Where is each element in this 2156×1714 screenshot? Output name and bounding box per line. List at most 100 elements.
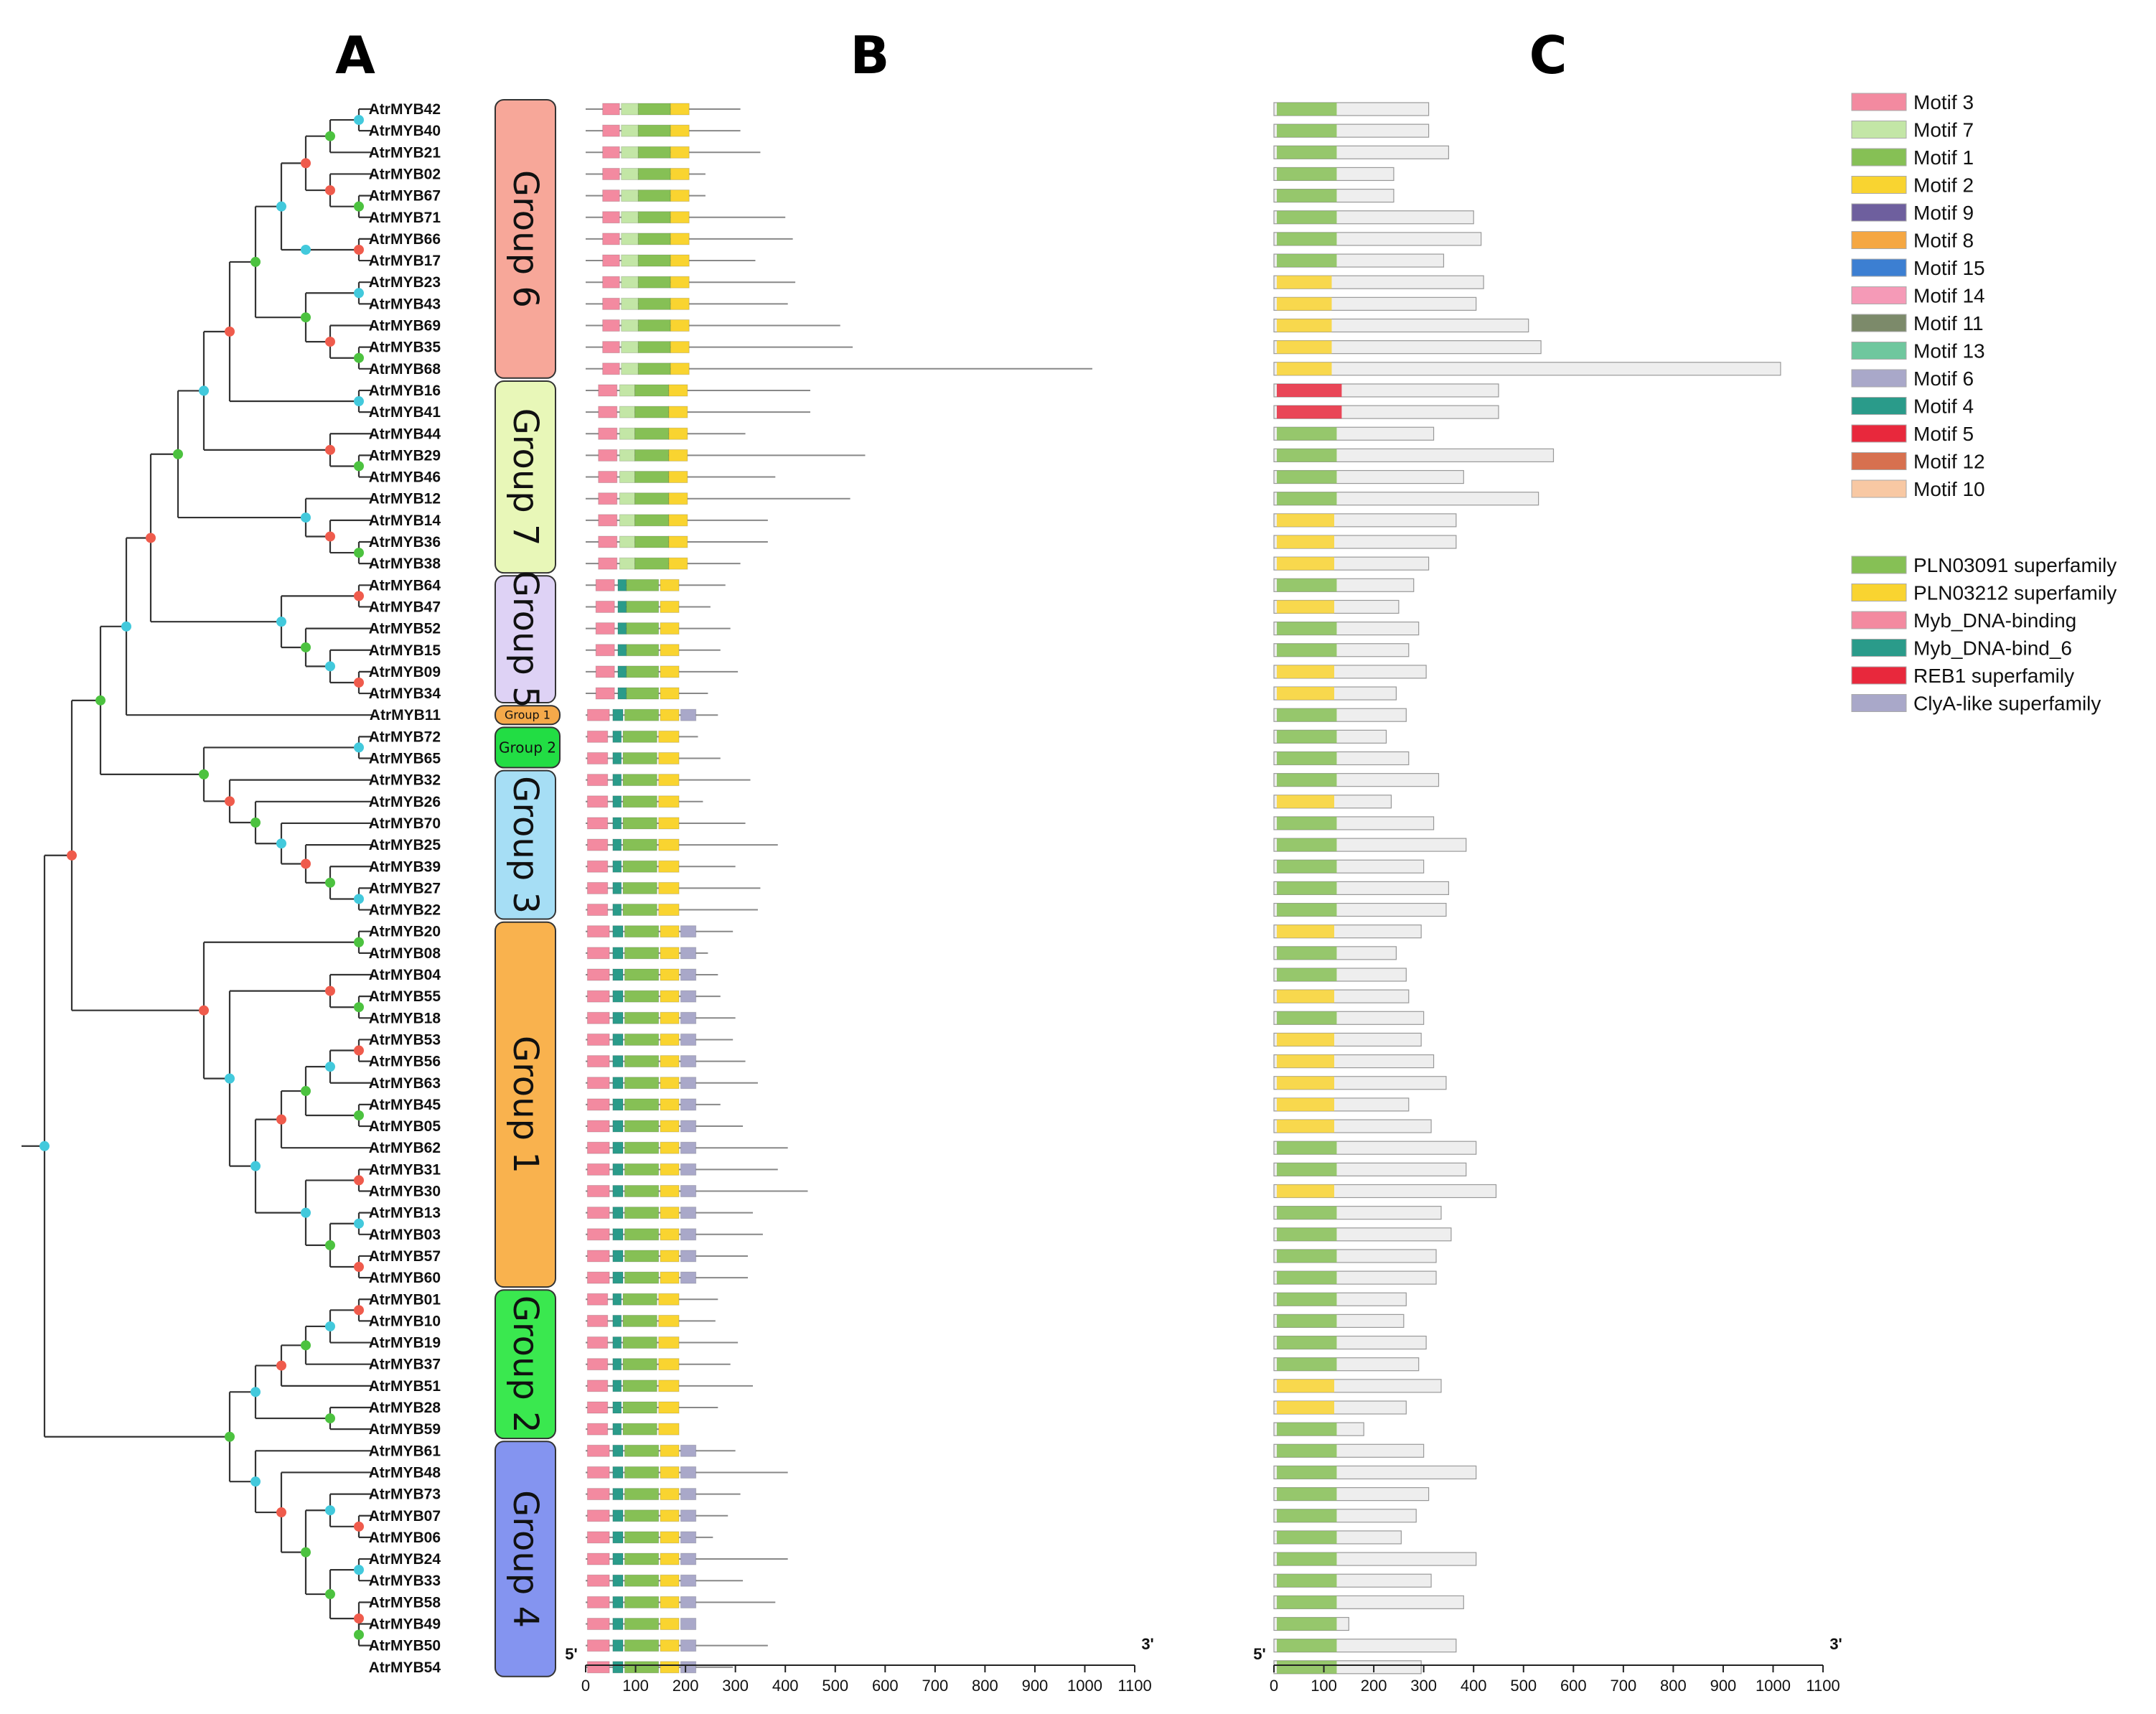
motif-box <box>612 838 622 851</box>
domain-box <box>1277 124 1337 138</box>
motif-box <box>634 535 670 548</box>
bootstrap-node <box>325 661 335 672</box>
motif-box <box>612 1488 624 1501</box>
motif-box <box>680 1077 697 1090</box>
gene-label: AtrMYB70 <box>369 815 441 832</box>
motif-box <box>612 1531 624 1544</box>
motif-box <box>586 904 609 917</box>
motif-box <box>622 1380 657 1392</box>
legend-label: Motif 12 <box>1913 451 1985 473</box>
motif-box <box>680 1509 697 1522</box>
legend-swatch <box>1851 369 1907 388</box>
bootstrap-node <box>354 677 364 688</box>
domain-box <box>1277 795 1334 808</box>
motif-box <box>626 665 660 678</box>
domain-box <box>1277 1227 1337 1241</box>
motif-box <box>637 124 671 137</box>
motif-box <box>612 1466 624 1479</box>
legend-label: Motif 9 <box>1913 202 1974 224</box>
gene-label: AtrMYB30 <box>369 1184 441 1200</box>
motif-box <box>586 1185 610 1197</box>
motif-box <box>668 557 688 570</box>
motif-box <box>586 947 610 960</box>
legend-swatch <box>1851 231 1907 249</box>
motif-box <box>626 622 660 635</box>
group-box <box>495 380 556 574</box>
axis-tick-label: 600 <box>872 1677 899 1695</box>
bootstrap-node <box>39 1141 50 1151</box>
motif-box <box>658 1314 680 1327</box>
domain-box <box>1277 513 1334 527</box>
group-label: Group 2 <box>499 739 556 756</box>
motif-box <box>612 1033 624 1046</box>
legend-label: Myb_DNA-bind_6 <box>1913 637 2072 660</box>
domain-box <box>1277 1423 1337 1436</box>
legend-swatch <box>1851 424 1907 443</box>
motif-box <box>612 1293 622 1306</box>
motif-box <box>637 189 671 202</box>
motif-box <box>612 1098 624 1111</box>
gene-label: AtrMYB22 <box>369 902 441 919</box>
motif-box <box>622 1314 657 1327</box>
motif-box <box>612 1271 624 1284</box>
motif-box <box>624 1120 660 1133</box>
domain-box <box>1277 427 1337 441</box>
legend-swatch <box>1851 148 1907 167</box>
gene-label: AtrMYB43 <box>369 296 441 312</box>
motif-box <box>624 1661 660 1674</box>
motif-box <box>660 990 680 1003</box>
gene-label: AtrMYB06 <box>369 1530 441 1546</box>
motif-box <box>624 1141 660 1154</box>
motif-box <box>680 1250 697 1263</box>
bootstrap-node <box>354 1045 364 1056</box>
motif-box <box>602 103 620 116</box>
axis-tick-label: 400 <box>772 1677 799 1695</box>
gene-label: AtrMYB21 <box>369 144 441 161</box>
motif-box <box>612 774 622 787</box>
motif-box <box>660 1250 680 1263</box>
domain-box <box>1277 579 1337 592</box>
gene-label: AtrMYB50 <box>369 1638 441 1654</box>
bootstrap-node <box>250 1387 261 1397</box>
motif-box <box>660 1207 680 1219</box>
motif-box <box>658 1380 680 1392</box>
domain-box <box>1277 1530 1337 1544</box>
legend-swatch <box>1851 286 1907 304</box>
motif-box <box>602 319 620 332</box>
gene-label: AtrMYB47 <box>369 599 441 615</box>
motif-box <box>658 730 680 743</box>
bootstrap-node <box>325 1240 335 1250</box>
gene-label: AtrMYB62 <box>369 1140 441 1156</box>
motif-box <box>598 471 618 484</box>
motif-box <box>586 1380 609 1392</box>
gene-label: AtrMYB72 <box>369 729 441 745</box>
legend-label: Motif 8 <box>1913 230 1974 252</box>
motif-box <box>660 1141 680 1154</box>
domain-box <box>1277 1011 1337 1025</box>
bootstrap-node <box>276 201 286 212</box>
motif-box <box>660 622 680 635</box>
motif-box <box>595 665 615 678</box>
motif-box <box>624 1618 660 1630</box>
motif-box <box>612 1250 624 1263</box>
gene-label: AtrMYB66 <box>369 231 441 248</box>
motif-box <box>624 1185 660 1197</box>
motif-box <box>612 1423 622 1436</box>
gene-label: AtrMYB34 <box>369 685 441 702</box>
domain-box <box>1277 276 1332 289</box>
group-box <box>495 769 556 920</box>
bootstrap-node <box>354 1218 364 1229</box>
motif-box <box>624 1488 660 1501</box>
gene-label: AtrMYB61 <box>369 1443 441 1459</box>
motif-box <box>622 904 657 917</box>
legend-swatch <box>1851 666 1907 685</box>
legend-swatch <box>1851 176 1907 194</box>
motif-box <box>586 1033 610 1046</box>
motif-box <box>612 860 622 873</box>
gene-label: AtrMYB54 <box>369 1659 441 1676</box>
domain-box <box>1277 773 1337 787</box>
domain-box <box>1277 1487 1337 1501</box>
motif-box <box>680 1098 697 1111</box>
domain-box <box>1277 449 1337 462</box>
motif-box <box>586 968 610 981</box>
